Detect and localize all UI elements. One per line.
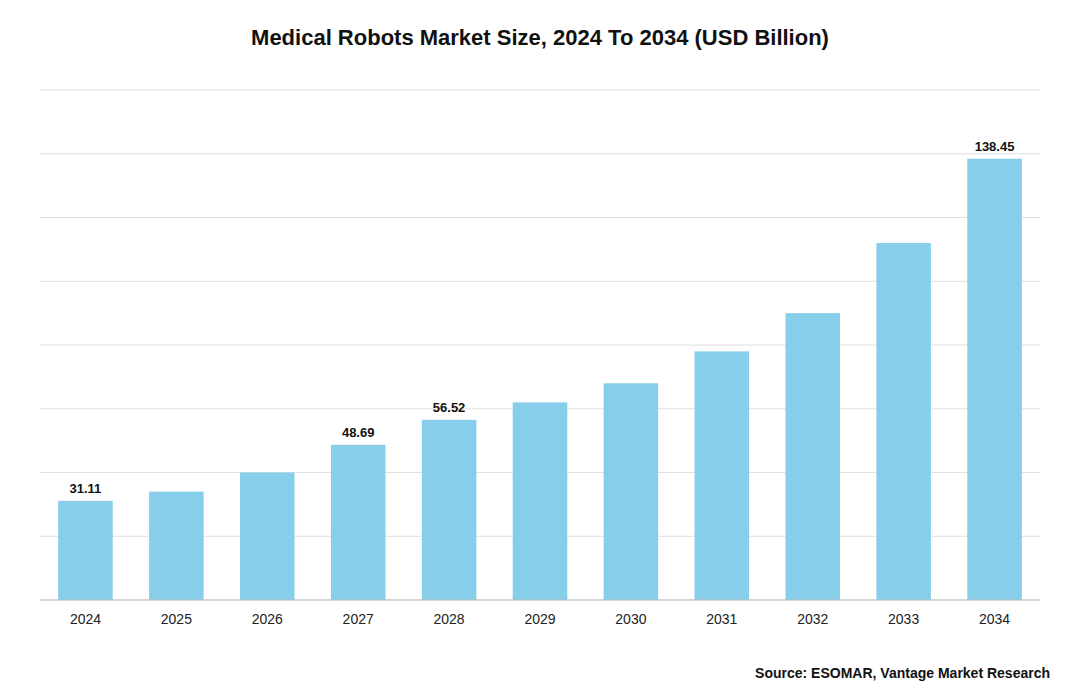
- title: Medical Robots Market Size, 2024 To 2034…: [251, 25, 829, 50]
- x-tick-label: 2034: [979, 611, 1010, 627]
- x-tick-label: 2033: [888, 611, 919, 627]
- bar: [149, 492, 204, 600]
- data-label: 138.45: [975, 139, 1015, 154]
- grid-line: [40, 217, 1040, 218]
- bar: [331, 445, 386, 600]
- bar: [967, 159, 1022, 600]
- chart-container: 2024 2025 2026 2027 2028 2029 2030 2031 2032 2033…: [0, 0, 1080, 700]
- bar: [695, 351, 750, 600]
- x-tick-label: 2024: [70, 611, 101, 627]
- x-tick-label: 2025: [161, 611, 192, 627]
- bar: [240, 473, 295, 601]
- x-tick-label: 2029: [524, 611, 555, 627]
- x-tick-label: 2027: [343, 611, 374, 627]
- x-tick-label: 2031: [706, 611, 737, 627]
- data-label: 48.69: [342, 425, 375, 440]
- bar: [422, 420, 477, 600]
- x-tick-label: 2026: [252, 611, 283, 627]
- bar: [513, 402, 568, 600]
- bar: [604, 383, 659, 600]
- chart-svg: 2024 2025 2026 2027 2028 2029 2030 2031 2032 2033…: [0, 0, 1080, 700]
- x-tick-label: 2032: [797, 611, 828, 627]
- bars: [58, 159, 1022, 600]
- grid-line: [40, 153, 1040, 154]
- bar: [785, 313, 840, 600]
- data-label: 56.52: [433, 400, 466, 415]
- source-note: Source: ESOMAR, Vantage Market Research: [755, 665, 1050, 681]
- x-tick-label: 2030: [615, 611, 646, 627]
- bar: [876, 243, 931, 600]
- x-axis-line: [40, 600, 1040, 601]
- x-tick-label: 2028: [434, 611, 465, 627]
- data-label: 31.11: [70, 481, 102, 496]
- grid-line: [40, 600, 1040, 601]
- grid-line: [40, 90, 1040, 91]
- bar: [58, 501, 113, 600]
- grid: [40, 90, 1040, 600]
